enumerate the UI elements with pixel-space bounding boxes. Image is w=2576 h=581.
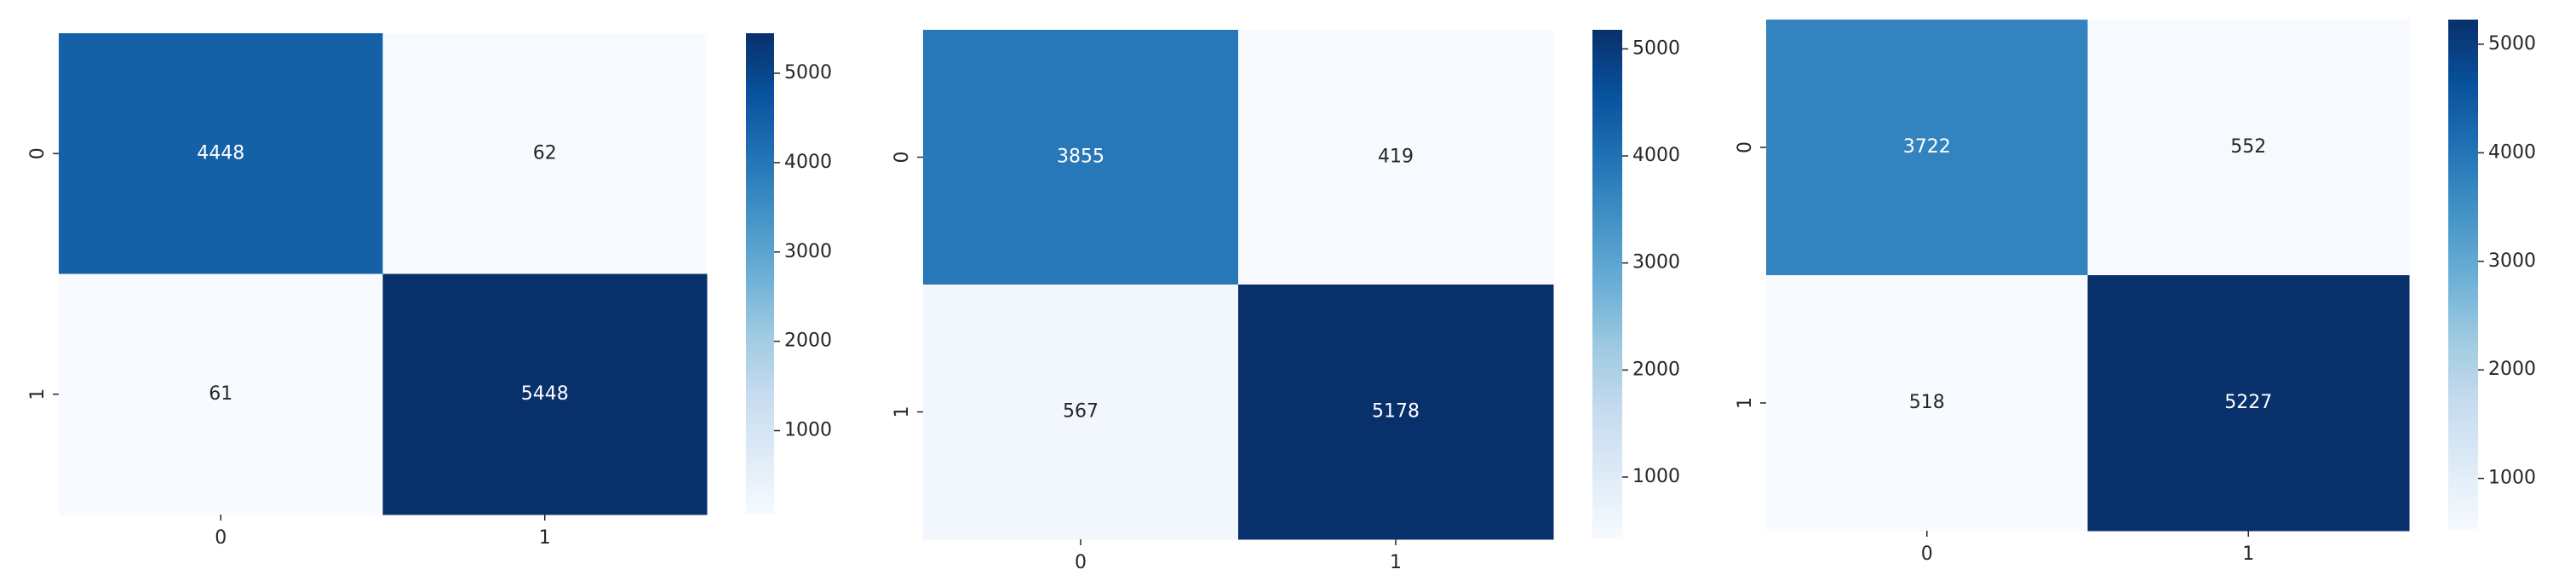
heatmap-cell <box>382 273 708 515</box>
cell-label: 5178 <box>1372 401 1420 423</box>
heatmap-cell <box>923 285 1239 540</box>
cell-label: 62 <box>533 142 557 164</box>
colorbar-tick-label: 5000 <box>2488 33 2536 55</box>
y-tick-label: 1 <box>27 388 49 400</box>
heatmap-cell <box>59 273 383 515</box>
cell-label: 61 <box>209 383 232 405</box>
y-tick-label: 1 <box>1735 397 1756 409</box>
cell-label: 552 <box>2230 136 2266 158</box>
cell-label: 3855 <box>1057 147 1104 168</box>
cell-label: 419 <box>1378 147 1414 168</box>
colorbar-tick-label: 1000 <box>1632 466 1680 487</box>
x-tick-label: 1 <box>539 527 551 549</box>
colorbar-tick-label: 3000 <box>2488 250 2536 272</box>
y-tick-label: 0 <box>1735 141 1756 153</box>
y-tick-label: 0 <box>27 147 49 159</box>
colorbar-tick-label: 3000 <box>784 241 832 262</box>
y-tick-label: 1 <box>892 406 913 418</box>
colorbar <box>1592 30 1622 539</box>
heatmap-cell <box>59 33 383 274</box>
colorbar-tick-label: 4000 <box>784 152 832 173</box>
colorbar-tick-label: 5000 <box>1632 37 1680 59</box>
heatmap-cell <box>382 33 708 274</box>
cell-label: 5227 <box>2224 392 2272 413</box>
cell-label: 5448 <box>521 383 569 405</box>
heatmap-cell <box>2087 20 2410 276</box>
y-tick-label: 0 <box>892 152 913 164</box>
heatmap-cell <box>1766 275 2088 532</box>
x-tick-label: 0 <box>215 527 227 549</box>
colorbar-tick-label: 2000 <box>784 331 832 352</box>
cell-label: 3722 <box>1903 136 1951 158</box>
colorbar <box>746 33 774 515</box>
colorbar-tick-label: 4000 <box>1632 145 1680 166</box>
heatmap-cell <box>1238 285 1554 540</box>
heatmap-cell <box>1766 20 2088 276</box>
heatmap-cell <box>923 30 1239 285</box>
heatmap-cell <box>2087 275 2410 532</box>
heatmap-cell <box>1238 30 1554 285</box>
colorbar-tick-label: 4000 <box>2488 141 2536 163</box>
x-tick-label: 0 <box>1075 552 1087 573</box>
colorbar-tick-label: 2000 <box>2488 359 2536 380</box>
colorbar-tick-label: 3000 <box>1632 252 1680 273</box>
cell-label: 567 <box>1063 401 1099 423</box>
x-tick-label: 0 <box>1921 544 1933 565</box>
colorbar <box>2448 20 2478 531</box>
colorbar-tick-label: 1000 <box>2488 468 2536 489</box>
x-tick-label: 1 <box>1390 552 1402 573</box>
x-tick-label: 1 <box>2242 544 2254 565</box>
colorbar-tick-label: 1000 <box>784 420 832 441</box>
colorbar-tick-label: 5000 <box>784 62 832 83</box>
cell-label: 518 <box>1909 392 1945 413</box>
cell-label: 4448 <box>197 142 244 164</box>
colorbar-tick-label: 2000 <box>1632 359 1680 380</box>
